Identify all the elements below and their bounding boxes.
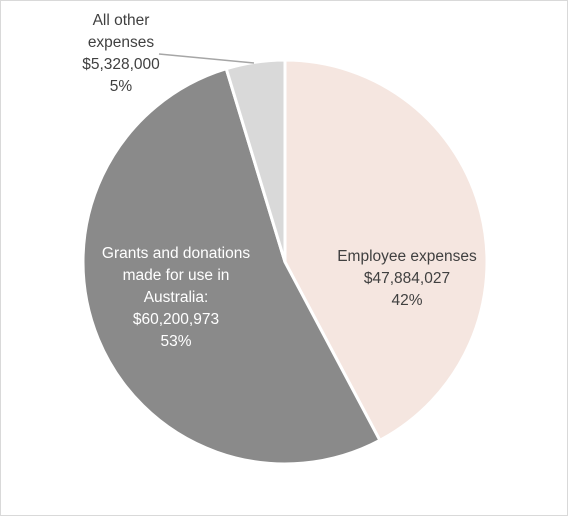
- data-label-employee-expenses: Employee expenses $47,884,027 42%: [337, 248, 477, 309]
- data-label-line: Australia:: [144, 289, 209, 306]
- data-label-line: Grants and donations: [102, 245, 250, 262]
- data-label-line: expenses: [88, 34, 155, 51]
- data-label-line: All other: [93, 12, 150, 29]
- data-label-line: 42%: [391, 292, 422, 309]
- data-label-line: $5,328,000: [82, 56, 160, 73]
- pie-slice-all-other-expenses: [224, 58, 287, 264]
- data-label-all-other-expenses: All other expenses $5,328,000 5%: [82, 12, 160, 95]
- data-label-line: Employee expenses: [337, 248, 477, 265]
- data-label-line: $47,884,027: [364, 270, 450, 287]
- leader-line-all-other-expenses: [158, 53, 255, 64]
- data-label-grants-and-donations-made-for-use-in-australia: Grants and donations made for use in Austr…: [102, 245, 250, 350]
- data-label-line: made for use in: [123, 267, 230, 284]
- data-label-line: 53%: [160, 333, 191, 350]
- data-label-line: 5%: [110, 78, 133, 95]
- pie-slice-grants-and-donations-made-for-use-in-australia: [81, 67, 382, 466]
- pie-slice-employee-expenses: [283, 58, 489, 442]
- data-label-line: $60,200,973: [133, 311, 219, 328]
